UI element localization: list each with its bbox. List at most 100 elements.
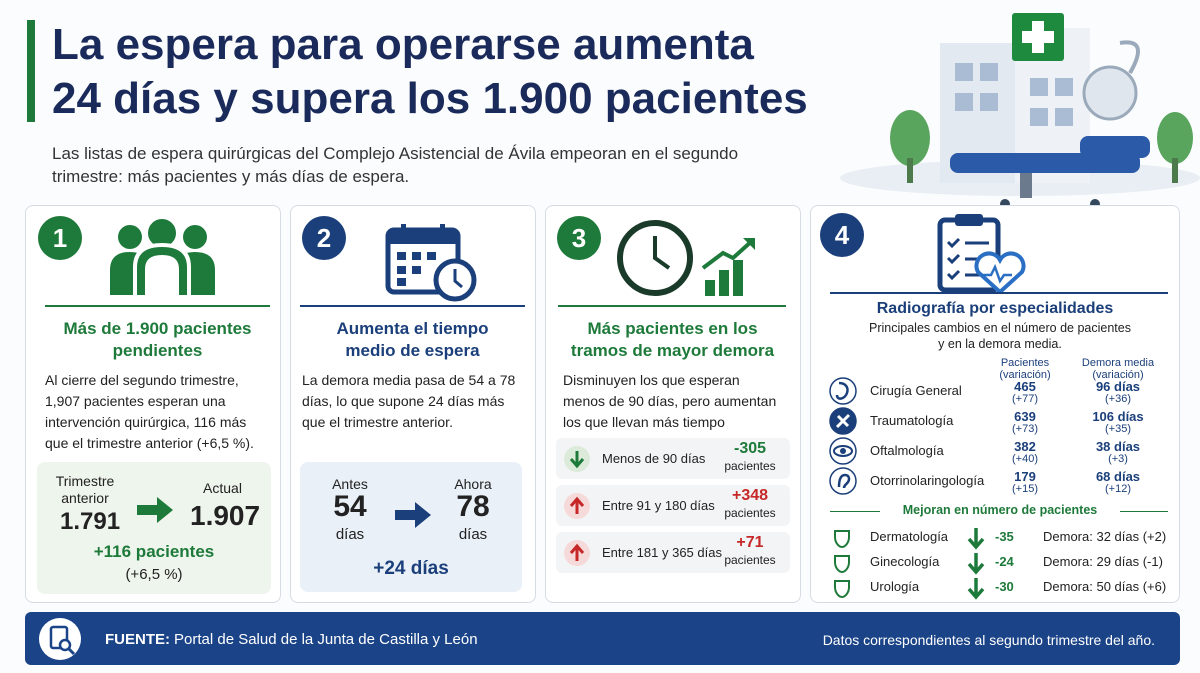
comparison-box	[300, 462, 522, 592]
delay-change: (+36)	[1105, 393, 1131, 405]
delay-change: (+3)	[1108, 453, 1128, 465]
row-label: Entre 91 y 180 días	[602, 498, 715, 513]
card-number: 3	[557, 216, 601, 260]
trend-arrow	[564, 446, 590, 472]
improve-heading: Mejoran en número de pacientes	[902, 503, 1098, 517]
row-value: +348	[731, 487, 769, 504]
source-label: FUENTE:	[105, 631, 170, 648]
divider	[300, 305, 525, 307]
before-value: 1.791	[60, 508, 121, 535]
column-note: (variación)	[1092, 369, 1144, 381]
card-number: 1	[38, 216, 82, 260]
column-header: Demora media (variación)	[1078, 357, 1158, 381]
card-heading: Aumenta el tiempo medio de espera	[336, 319, 489, 360]
clock-icon	[617, 220, 755, 296]
footer-note: Datos correspondientes al segundo trimes…	[822, 632, 1155, 648]
row-label: Menos de 90 días	[602, 451, 706, 466]
card-text: La demora media pasa de 54 a 78 días, lo…	[302, 372, 516, 430]
before-unit: días	[335, 526, 365, 543]
source-icon	[39, 618, 81, 660]
row-unit: pacientes	[724, 506, 776, 520]
delay: 106 días	[1092, 409, 1144, 424]
change-pct: (+6,5 %)	[125, 566, 183, 583]
divider	[830, 292, 1168, 294]
down-arrow	[967, 528, 985, 550]
change: +116 pacientes	[93, 542, 215, 561]
people-icon	[110, 215, 215, 299]
delay: Demora: 50 días (+6)	[1043, 579, 1167, 594]
patients: 465	[1014, 379, 1036, 394]
delay: 38 días	[1095, 439, 1141, 454]
trend-arrow	[564, 540, 590, 566]
title: La espera para operarse aumenta 24 días …	[52, 18, 808, 126]
row-label: Entre 181 y 365 días	[602, 545, 722, 560]
column-title: Pacientes	[1000, 357, 1050, 369]
patients: 639	[1014, 409, 1036, 424]
row-bg	[556, 532, 790, 573]
card-heading: Más de 1.900 pacientes pendientes	[63, 319, 252, 360]
row-unit: pacientes	[724, 459, 776, 473]
delay: Demora: 29 días (-1)	[1043, 554, 1163, 569]
before-value: 54	[333, 490, 367, 523]
patients-change: (+40)	[1012, 453, 1038, 465]
comparison-box	[37, 462, 271, 594]
hospital-illustration	[840, 13, 1200, 209]
column-note: (variación)	[999, 369, 1051, 381]
change: -35	[995, 529, 1014, 544]
delay-change: (+12)	[1105, 483, 1131, 495]
specialty-name: Traumatología	[870, 413, 954, 428]
card-heading: Radiografía por especialidades	[876, 300, 1114, 317]
change: +24 días	[373, 558, 449, 579]
title-line: 24 días y supera los 1.900 pacientes	[52, 74, 808, 123]
delay: Demora: 32 días (+2)	[1043, 529, 1167, 544]
clipboard-icon	[937, 214, 1026, 294]
card-number: 4	[820, 213, 864, 257]
source: Portal de Salud de la Junta de Castilla …	[174, 631, 478, 648]
row-value: -305	[733, 440, 767, 457]
row-bg	[556, 438, 790, 479]
card-text: Al cierre del segundo trimestre, 1,907 p…	[45, 372, 254, 451]
column-title: Demora media	[1081, 357, 1155, 369]
title-accent	[27, 20, 35, 122]
change: -30	[995, 579, 1014, 594]
row-value: +71	[736, 534, 764, 551]
down-arrow	[967, 553, 985, 575]
title-line: La espera para operarse aumenta	[52, 20, 754, 69]
before-label: Trimestre anterior	[55, 473, 115, 506]
row-unit: pacientes	[724, 553, 776, 567]
arrow-icon	[395, 502, 431, 528]
card-number: 2	[302, 216, 346, 260]
specialty-name: Otorrinolaringología	[870, 473, 985, 488]
column-header: Pacientes (variación)	[995, 357, 1055, 381]
subtitle: Las listas de espera quirúrgicas del Com…	[52, 144, 739, 186]
delay: 96 días	[1095, 379, 1141, 394]
trend-arrow	[564, 493, 590, 519]
specialty-icon	[829, 437, 857, 465]
specialty-name: Ginecología	[870, 554, 940, 569]
card-heading: Más pacientes en los tramos de mayor dem…	[570, 319, 775, 360]
divider	[45, 305, 270, 307]
before-label: Antes	[332, 476, 368, 492]
specialty-icon	[829, 467, 857, 495]
patients-change: (+73)	[1012, 423, 1038, 435]
rule	[830, 511, 880, 512]
patients-change: (+77)	[1012, 393, 1038, 405]
after-unit: días	[458, 526, 488, 543]
footer	[25, 612, 1180, 665]
after-value: 78	[456, 490, 490, 523]
specialty-name: Urología	[870, 579, 920, 594]
arrow-icon	[137, 497, 173, 523]
after-value: 1.907	[190, 500, 261, 531]
specialty-icon	[834, 580, 850, 599]
specialty-icon	[834, 555, 850, 574]
change: -24	[995, 554, 1014, 569]
delay: 68 días	[1095, 469, 1141, 484]
patients: 179	[1014, 469, 1036, 484]
patients: 382	[1014, 439, 1036, 454]
calendar-icon	[385, 224, 477, 302]
specialty-name: Dermatología	[870, 529, 949, 544]
specialty-icon	[829, 377, 857, 405]
specialty-name: Oftalmología	[870, 443, 944, 458]
delay-change: (+35)	[1105, 423, 1131, 435]
